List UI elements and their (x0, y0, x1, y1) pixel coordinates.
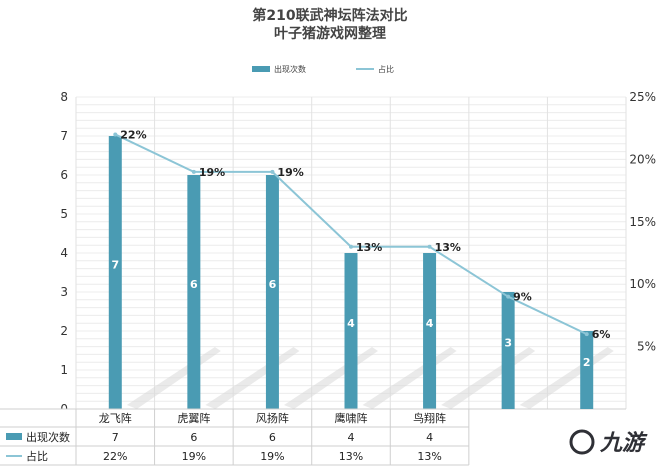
table-row-label: 占比 (26, 449, 48, 463)
bar-value-label: 6 (190, 278, 198, 291)
table-cell: 13% (339, 450, 363, 463)
share-point (506, 294, 511, 299)
share-point (113, 132, 118, 137)
legend-bar-label: 出现次数 (274, 64, 306, 74)
category-label: 虎翼阵 (177, 411, 210, 425)
table-cell: 6 (269, 431, 276, 444)
y-left-tick-label: 8 (60, 90, 68, 104)
bar (344, 253, 358, 409)
bar-value-label: 6 (269, 278, 277, 291)
category-label: 鸟翔阵 (413, 411, 446, 425)
bar-value-label: 4 (347, 317, 355, 330)
table-cell: 22% (103, 450, 127, 463)
y-axis-left: 012345678 (60, 90, 68, 416)
share-value-label: 13% (356, 241, 382, 254)
legend-line-label: 占比 (378, 64, 394, 74)
share-value-label: 13% (435, 241, 461, 254)
table-cell: 4 (426, 431, 433, 444)
bar-value-label: 4 (426, 317, 434, 330)
share-point (191, 169, 196, 174)
table-bar-swatch (6, 433, 22, 440)
table-cell: 19% (182, 450, 206, 463)
share-value-label: 9% (513, 291, 532, 304)
table-row-label: 出现次数 (26, 430, 70, 444)
y-right-tick-label: 15% (629, 215, 656, 229)
y-right-tick-label: 25% (629, 90, 656, 104)
share-value-label: 22% (120, 128, 146, 141)
y-left-tick-label: 2 (60, 324, 68, 338)
table-cell: 4 (348, 431, 355, 444)
share-value-label: 19% (277, 166, 303, 179)
table-cell: 7 (112, 431, 119, 444)
watermark: 九游 (569, 429, 648, 456)
bar-value-label: 2 (583, 356, 591, 369)
category-label: 龙飞阵 (99, 411, 132, 425)
y-left-tick-label: 5 (60, 207, 68, 221)
y-right-tick-label: 5% (637, 340, 656, 354)
share-line: 22% 19% 19% 13% 13% 9% 6% (113, 128, 610, 341)
bar-value-label: 3 (504, 337, 512, 350)
bar (423, 253, 437, 409)
bar (580, 331, 594, 409)
bar (187, 175, 201, 409)
y-left-tick-label: 3 (60, 285, 68, 299)
bar (108, 136, 122, 409)
chart-title: 第210联武神坛阵法对比 (252, 7, 407, 24)
y-left-tick-label: 4 (60, 246, 68, 260)
chart-subtitle: 叶子猪游戏网整理 (274, 25, 386, 42)
bar-value-label: 7 (111, 259, 119, 272)
share-value-label: 19% (199, 166, 225, 179)
y-axis-right: 5% 10% 15% 20% 25% (629, 90, 656, 354)
bar (265, 175, 279, 409)
share-point (584, 332, 589, 337)
share-point (427, 244, 432, 249)
category-label: 风扬阵 (256, 411, 289, 425)
legend-bar-swatch (252, 66, 270, 72)
share-point (270, 169, 275, 174)
category-label: 鹰啸阵 (335, 411, 368, 425)
table-cell: 13% (417, 450, 441, 463)
y-left-tick-label: 6 (60, 168, 68, 182)
y-right-tick-label: 20% (629, 152, 656, 166)
table-background (0, 409, 469, 465)
bars: 7 6 6 4 4 3 2 (108, 136, 594, 409)
table-cell: 6 (190, 431, 197, 444)
table-cell: 19% (260, 450, 284, 463)
bar (501, 292, 515, 409)
share-value-label: 6% (592, 328, 611, 341)
share-point (349, 244, 353, 249)
watermark-text: 九游 (599, 431, 648, 456)
legend: 出现次数 占比 (252, 64, 394, 74)
y-left-tick-label: 1 (60, 363, 68, 377)
y-left-tick-label: 7 (60, 129, 68, 143)
y-right-tick-label: 10% (629, 277, 656, 291)
watermark-logo-icon (569, 429, 595, 455)
